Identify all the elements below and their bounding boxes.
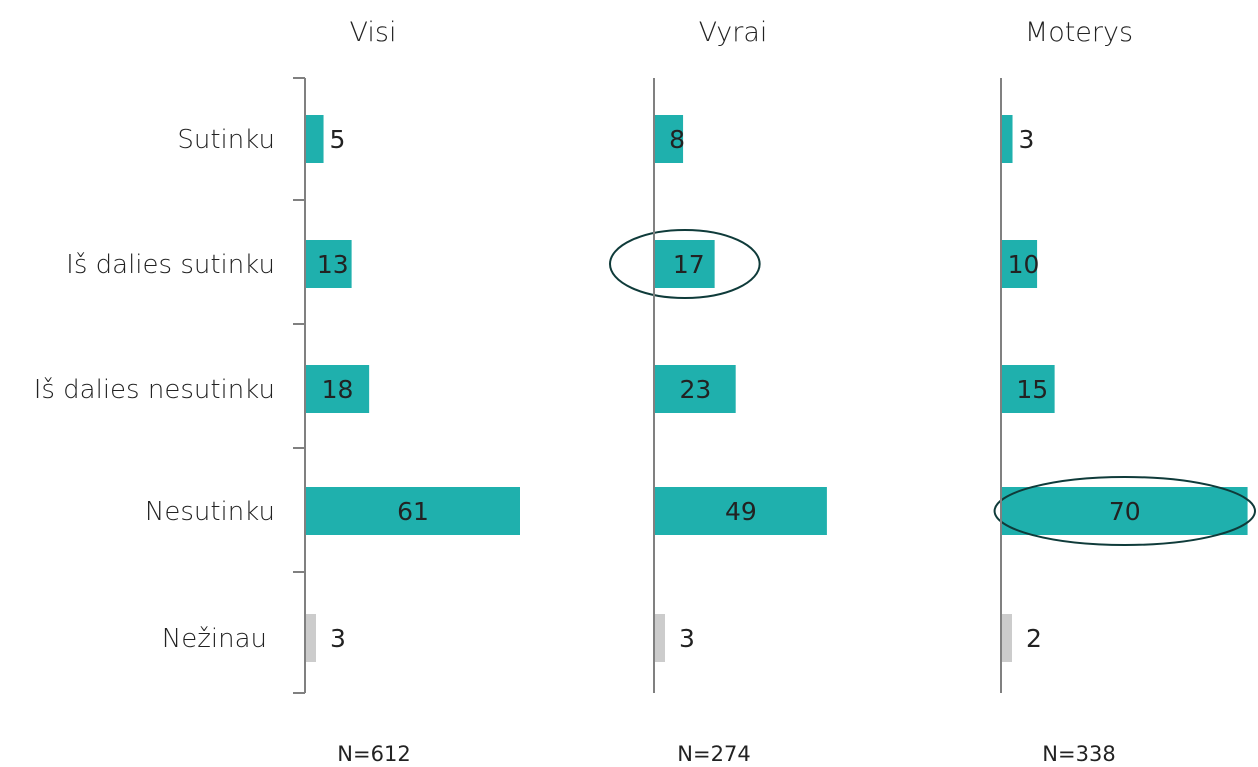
sample-size-label: N=612 [337,742,410,766]
bar [655,365,736,413]
value-label: 8 [669,125,685,154]
category-label: Iš dalies nesutinku [34,375,275,405]
value-label: 10 [1008,250,1040,279]
category-label: Iš dalies sutinku [66,250,275,280]
value-label: 18 [322,375,354,404]
value-label: 23 [679,375,711,404]
panel-title: Vyrai [699,17,768,48]
bar [1002,487,1248,535]
bar [306,115,324,163]
sample-size-label: N=274 [677,742,750,766]
value-label: 15 [1016,375,1048,404]
value-label: 17 [673,250,705,279]
panel-visi: Visi 5 13 18 61 3 N=612 [293,17,520,766]
category-label: Nesutinku [145,497,275,527]
bar [655,115,684,163]
panel-vyrai: Vyrai 8 17 23 49 3 N=274 [609,17,827,766]
value-label: 61 [397,497,429,526]
panel-title: Moterys [1025,17,1133,48]
panel-title: Visi [350,17,397,48]
value-label: 70 [1109,497,1141,526]
panel-moterys: Moterys 3 10 15 70 2 N=338 [993,17,1256,766]
bar [306,487,520,535]
value-label: 13 [317,250,349,279]
bar [306,365,370,413]
bar [1002,240,1038,288]
bar [655,240,715,288]
value-label: 2 [1026,624,1042,653]
sample-size-label: N=338 [1042,742,1115,766]
highlight-ring [609,229,761,299]
value-label: 49 [725,497,757,526]
value-label: 3 [679,624,695,653]
value-label: 5 [330,125,346,154]
bar [1002,365,1055,413]
bar [1002,115,1013,163]
bar [1002,614,1012,662]
value-label: 3 [1019,125,1035,154]
bar [306,240,352,288]
bar [306,614,316,662]
bar [655,487,827,535]
bar [655,614,665,662]
chart-panels: Visi51318613N=612Vyrai81723493N=274Moter… [293,17,1256,766]
category-labels: Sutinku Iš dalies sutinku Iš dalies nesuti… [34,125,275,654]
highlight-ring [993,476,1256,546]
category-label: Nežinau [162,624,267,654]
value-label: 3 [330,624,346,653]
category-label: Sutinku [177,125,275,155]
